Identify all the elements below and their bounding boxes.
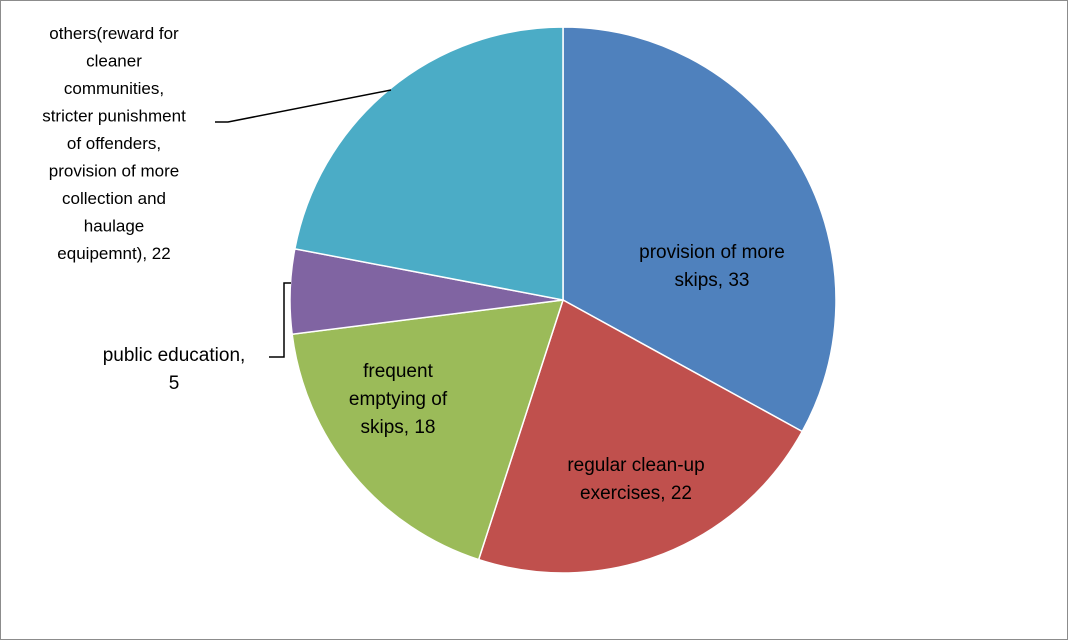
data-label-line: public education,	[103, 345, 246, 366]
data-label-line: collection and	[62, 189, 166, 208]
data-label-line: skips, 18	[361, 417, 436, 438]
data-label-others: others(reward for cleaner communities, stri…	[42, 24, 186, 263]
data-label-provision-of-more-skips: provision of more skips, 33	[639, 242, 785, 291]
data-label-line: frequent	[363, 361, 433, 382]
data-label-public-education: public education, 5	[103, 345, 246, 394]
data-label-line: haulage	[84, 217, 145, 236]
data-label-line: 5	[169, 373, 180, 394]
data-label-line: emptying of	[349, 389, 448, 410]
data-label-line: provision of more	[49, 162, 179, 181]
slice-frequent-emptying	[291, 299, 565, 561]
data-label-line: stricter punishment	[42, 107, 186, 126]
leader-line-slice-public-education	[269, 282, 291, 358]
data-label-line: regular clean-up	[567, 455, 704, 476]
data-label-line: equipemnt), 22	[57, 244, 170, 263]
data-label-frequent-emptying: frequent emptying of skips, 18	[349, 361, 448, 438]
slice-provision-of-more-skips	[562, 26, 837, 433]
data-label-line: exercises, 22	[580, 483, 692, 504]
slice-regular-clean-up	[477, 298, 804, 574]
data-label-line: provision of more	[639, 242, 785, 263]
data-label-line: cleaner	[86, 52, 142, 71]
data-label-line: communities,	[64, 79, 164, 98]
leader-line-slice-others	[215, 89, 392, 123]
data-label-line: others(reward for	[49, 24, 179, 43]
data-label-line: of offenders,	[67, 134, 161, 153]
data-label-line: skips, 33	[675, 270, 750, 291]
data-label-regular-clean-up: regular clean-up exercises, 22	[567, 455, 704, 504]
